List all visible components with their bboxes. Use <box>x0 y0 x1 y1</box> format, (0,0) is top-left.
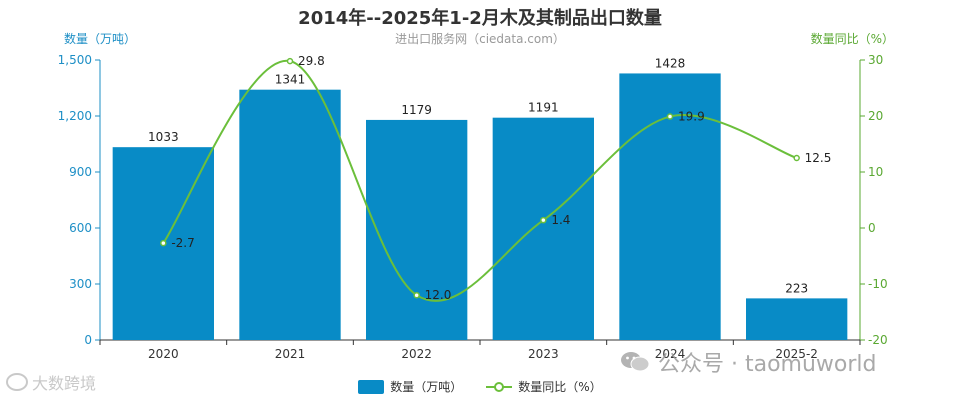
bar-data-label: 1191 <box>528 101 559 115</box>
bar-data-label: 1033 <box>148 130 179 144</box>
chart-legend: 数量（万吨） 数量同比（%） <box>0 378 960 395</box>
bar <box>492 117 594 341</box>
bar <box>366 119 468 340</box>
legend-label-yoy: 数量同比（%） <box>518 380 602 394</box>
x-axis-tick-label: 2020 <box>148 347 179 361</box>
left-axis-tick-label: 0 <box>84 333 92 347</box>
x-axis-tick-label: 2022 <box>401 347 432 361</box>
left-axis-name: 数量（万吨） <box>64 32 137 46</box>
yoy-point <box>793 154 800 162</box>
chart-subtitle: 进出口服务网（ciedata.com） <box>395 32 565 46</box>
x-axis-tick-label: 2021 <box>275 347 306 361</box>
right-axis-tick-label: 30 <box>868 53 883 67</box>
x-axis-tick-label: 2025-2 <box>775 347 818 361</box>
bar <box>239 89 341 341</box>
x-axis-tick-label: 2023 <box>528 347 559 361</box>
logo-icon <box>6 373 28 391</box>
yoy-data-label: 19.9 <box>678 110 705 124</box>
wechat-watermark-text: 公众号 · taomuworld <box>658 352 877 377</box>
yoy-data-label: 29.8 <box>298 54 325 68</box>
right-axis-tick-label: 20 <box>868 109 883 123</box>
bar-data-label: 1179 <box>401 103 432 117</box>
logo-watermark: 大数跨境 <box>6 370 96 394</box>
wechat-icon <box>620 350 650 374</box>
logo-watermark-text: 大数跨境 <box>32 374 97 393</box>
legend-item-quantity[interactable]: 数量（万吨） <box>358 378 462 395</box>
legend-line-swatch <box>486 380 513 394</box>
yoy-point <box>160 239 167 247</box>
left-axis-tick-label: 1,200 <box>58 109 92 123</box>
left-axis-tick-label: 300 <box>69 277 92 291</box>
right-axis-name: 数量同比（%） <box>810 32 894 46</box>
yoy-point <box>540 216 547 224</box>
left-axis-tick-label: 600 <box>69 221 92 235</box>
legend-item-yoy[interactable]: 数量同比（%） <box>486 378 602 395</box>
legend-label-quantity: 数量（万吨） <box>390 380 463 394</box>
right-axis-tick-label: -10 <box>868 277 888 291</box>
bar <box>746 298 848 340</box>
right-axis-tick-label: 10 <box>868 165 883 179</box>
bar-data-label: 1341 <box>275 73 306 87</box>
wechat-watermark: 公众号 · taomuworld <box>620 346 877 378</box>
legend-bar-swatch <box>358 379 385 394</box>
yoy-point <box>666 113 674 120</box>
right-axis-tick-label: -20 <box>868 333 888 347</box>
yoy-data-label: 1.4 <box>551 213 570 227</box>
chart-title: 2014年--2025年1-2月木及其制品出口数量 <box>298 8 662 29</box>
left-axis-tick-label: 1,500 <box>58 53 92 67</box>
left-axis-tick-label: 900 <box>69 165 92 179</box>
yoy-point <box>286 57 294 65</box>
yoy-data-label: 12.0 <box>425 288 452 302</box>
x-axis-tick-label: 2024 <box>655 347 686 361</box>
yoy-data-label: 12.5 <box>805 151 832 165</box>
right-axis-tick-label: 0 <box>868 221 876 235</box>
bar-data-label: 1428 <box>655 56 686 70</box>
yoy-point <box>413 291 420 299</box>
bar-data-label: 223 <box>785 281 808 295</box>
yoy-data-label: -2.7 <box>171 236 194 250</box>
